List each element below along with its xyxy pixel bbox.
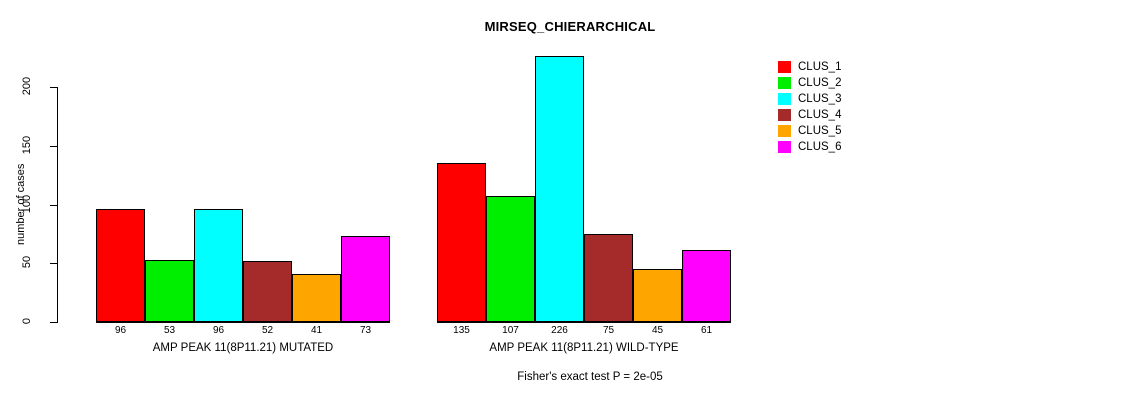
- bar-group: 96 53 96 52 41 73 AMP PEAK 11(8P11.21) MUTATED: [96, 0, 390, 400]
- x-axis-group-label: AMP PEAK 11(8P11.21) MUTATED: [152, 342, 334, 354]
- y-axis-tick: [50, 204, 58, 206]
- bar-value-label: 96: [114, 325, 127, 336]
- legend-item[interactable]: CLUS_5: [778, 123, 841, 139]
- legend-item[interactable]: CLUS_1: [778, 59, 841, 75]
- y-axis-tick: [50, 145, 58, 147]
- bar-value-label: 45: [651, 325, 664, 336]
- bar[interactable]: [486, 196, 535, 322]
- bar-value-label: 41: [310, 325, 323, 336]
- bar[interactable]: [341, 236, 390, 322]
- legend-item-label: CLUS_6: [798, 141, 842, 153]
- bar-value-label: 53: [163, 325, 176, 336]
- bar[interactable]: [243, 260, 292, 322]
- bar-value-label: 61: [700, 325, 713, 336]
- bar-value-label: 73: [359, 325, 372, 336]
- bar[interactable]: [682, 250, 731, 322]
- legend-color-swatch: [778, 61, 791, 73]
- bar[interactable]: [633, 269, 682, 322]
- statistical-annotation: Fisher's exact test P = 2e-05: [0, 371, 1140, 383]
- x-axis-line: [96, 322, 390, 323]
- legend-item[interactable]: CLUS_2: [778, 75, 841, 91]
- bar-value-label: 75: [602, 325, 615, 336]
- y-axis-tick: [50, 87, 58, 88]
- bar-value-label: 52: [261, 325, 274, 336]
- legend-color-swatch: [778, 141, 791, 153]
- y-axis-tick: [50, 263, 58, 265]
- bar[interactable]: [194, 209, 243, 322]
- bar-value-label: 135: [453, 325, 470, 336]
- bar[interactable]: [145, 259, 194, 322]
- legend-item[interactable]: CLUS_4: [778, 107, 841, 123]
- annotation-text: Fisher's exact test P = 2e-05: [517, 371, 663, 383]
- legend-color-swatch: [778, 77, 791, 89]
- bar[interactable]: [535, 56, 584, 322]
- legend: CLUS_1 CLUS_2 CLUS_3 CLUS_4 CLUS_5 CLUS_6: [778, 59, 841, 155]
- bar[interactable]: [584, 233, 633, 322]
- bar[interactable]: [437, 163, 486, 322]
- legend-item-label: CLUS_2: [798, 77, 842, 89]
- legend-item-label: CLUS_3: [798, 93, 842, 105]
- bar[interactable]: [292, 273, 341, 322]
- x-axis-group-label: AMP PEAK 11(8P11.21) WILD-TYPE: [489, 342, 679, 354]
- legend-item-label: CLUS_4: [798, 109, 842, 121]
- y-axis-tick: [50, 322, 58, 323]
- legend-item[interactable]: CLUS_6: [778, 139, 841, 155]
- bar-value-label: 107: [502, 325, 519, 336]
- x-axis-line: [437, 322, 731, 323]
- bar-value-label: 226: [551, 325, 568, 336]
- bar-value-label: 96: [212, 325, 225, 336]
- legend-color-swatch: [778, 109, 791, 121]
- legend-item-label: CLUS_1: [798, 61, 842, 73]
- legend-color-swatch: [778, 125, 791, 137]
- legend-item[interactable]: CLUS_3: [778, 91, 841, 107]
- chart-title: MIRSEQ_CHIERARCHICAL: [484, 19, 656, 34]
- legend-item-label: CLUS_5: [798, 125, 842, 137]
- bar[interactable]: [96, 209, 145, 322]
- bar-group: 135 107 226 75 45 61 AMP PEAK 11(8P11.21) WILD…: [437, 0, 731, 400]
- legend-color-swatch: [778, 93, 791, 105]
